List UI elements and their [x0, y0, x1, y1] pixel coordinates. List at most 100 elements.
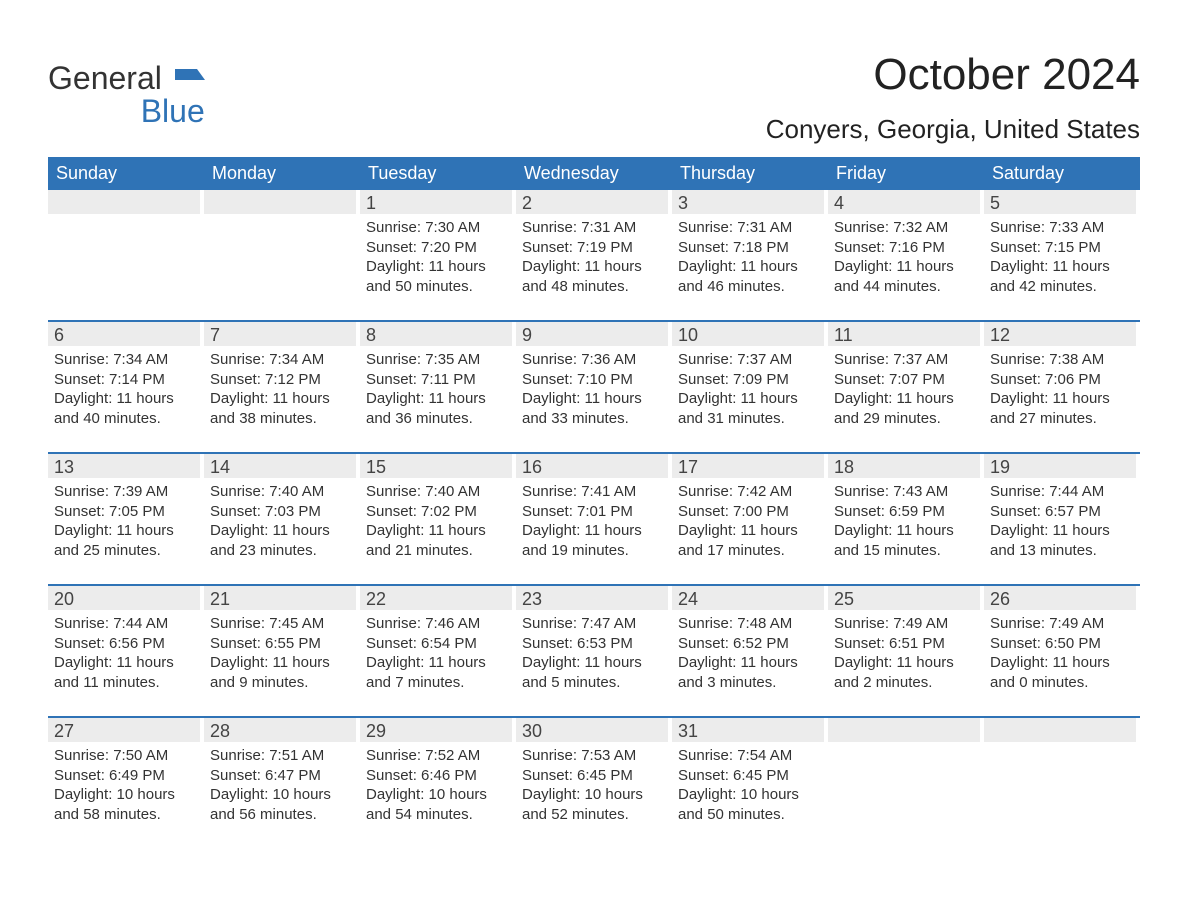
sunrise-line: Sunrise: 7:31 AM: [678, 218, 824, 238]
sunrise-line: Sunrise: 7:31 AM: [522, 218, 668, 238]
day-details: Sunrise: 7:39 AMSunset: 7:05 PMDaylight:…: [48, 482, 200, 560]
day-number: [204, 190, 356, 214]
daylight-line1: Daylight: 11 hours: [678, 257, 824, 277]
week-row: 1Sunrise: 7:30 AMSunset: 7:20 PMDaylight…: [48, 190, 1140, 310]
weekday-header: Saturday: [984, 157, 1140, 190]
day-cell: 3Sunrise: 7:31 AMSunset: 7:18 PMDaylight…: [672, 190, 828, 310]
sunrise-line: Sunrise: 7:40 AM: [210, 482, 356, 502]
daylight-line1: Daylight: 11 hours: [54, 653, 200, 673]
day-details: Sunrise: 7:47 AMSunset: 6:53 PMDaylight:…: [516, 614, 668, 692]
sunset-line: Sunset: 7:06 PM: [990, 370, 1136, 390]
daylight-line1: Daylight: 11 hours: [210, 389, 356, 409]
daylight-line2: and 15 minutes.: [834, 541, 980, 561]
week-row: 13Sunrise: 7:39 AMSunset: 7:05 PMDayligh…: [48, 452, 1140, 574]
day-number: [828, 718, 980, 742]
day-number: 30: [516, 718, 668, 742]
day-number: 24: [672, 586, 824, 610]
daylight-line1: Daylight: 11 hours: [366, 653, 512, 673]
sunrise-line: Sunrise: 7:33 AM: [990, 218, 1136, 238]
daylight-line2: and 46 minutes.: [678, 277, 824, 297]
daylight-line2: and 42 minutes.: [990, 277, 1136, 297]
day-number: 14: [204, 454, 356, 478]
sunset-line: Sunset: 7:10 PM: [522, 370, 668, 390]
sunrise-line: Sunrise: 7:34 AM: [54, 350, 200, 370]
sunrise-line: Sunrise: 7:37 AM: [834, 350, 980, 370]
sunrise-line: Sunrise: 7:39 AM: [54, 482, 200, 502]
sunrise-line: Sunrise: 7:52 AM: [366, 746, 512, 766]
daylight-line1: Daylight: 11 hours: [834, 653, 980, 673]
sunrise-line: Sunrise: 7:46 AM: [366, 614, 512, 634]
day-number: 9: [516, 322, 668, 346]
day-number: 15: [360, 454, 512, 478]
day-cell: 21Sunrise: 7:45 AMSunset: 6:55 PMDayligh…: [204, 586, 360, 706]
sunrise-line: Sunrise: 7:51 AM: [210, 746, 356, 766]
sunrise-line: Sunrise: 7:48 AM: [678, 614, 824, 634]
daylight-line2: and 54 minutes.: [366, 805, 512, 825]
day-cell: 16Sunrise: 7:41 AMSunset: 7:01 PMDayligh…: [516, 454, 672, 574]
sunrise-line: Sunrise: 7:49 AM: [990, 614, 1136, 634]
sunset-line: Sunset: 6:51 PM: [834, 634, 980, 654]
day-number: 20: [48, 586, 200, 610]
daylight-line1: Daylight: 11 hours: [210, 521, 356, 541]
header: General Blue October 2024 Conyers, Georg…: [48, 50, 1140, 145]
weekday-header: Wednesday: [516, 157, 672, 190]
sunset-line: Sunset: 6:52 PM: [678, 634, 824, 654]
sunset-line: Sunset: 7:14 PM: [54, 370, 200, 390]
day-details: Sunrise: 7:53 AMSunset: 6:45 PMDaylight:…: [516, 746, 668, 824]
sunset-line: Sunset: 6:59 PM: [834, 502, 980, 522]
daylight-line1: Daylight: 10 hours: [54, 785, 200, 805]
day-cell: 12Sunrise: 7:38 AMSunset: 7:06 PMDayligh…: [984, 322, 1140, 442]
daylight-line1: Daylight: 10 hours: [366, 785, 512, 805]
day-cell: 23Sunrise: 7:47 AMSunset: 6:53 PMDayligh…: [516, 586, 672, 706]
sunset-line: Sunset: 7:01 PM: [522, 502, 668, 522]
day-cell: [828, 718, 984, 838]
day-cell: 24Sunrise: 7:48 AMSunset: 6:52 PMDayligh…: [672, 586, 828, 706]
day-number: 8: [360, 322, 512, 346]
daylight-line2: and 0 minutes.: [990, 673, 1136, 693]
daylight-line2: and 27 minutes.: [990, 409, 1136, 429]
day-cell: 15Sunrise: 7:40 AMSunset: 7:02 PMDayligh…: [360, 454, 516, 574]
week-row: 27Sunrise: 7:50 AMSunset: 6:49 PMDayligh…: [48, 716, 1140, 838]
sunrise-line: Sunrise: 7:44 AM: [990, 482, 1136, 502]
daylight-line1: Daylight: 11 hours: [366, 389, 512, 409]
day-cell: 18Sunrise: 7:43 AMSunset: 6:59 PMDayligh…: [828, 454, 984, 574]
daylight-line1: Daylight: 11 hours: [678, 521, 824, 541]
day-cell: 19Sunrise: 7:44 AMSunset: 6:57 PMDayligh…: [984, 454, 1140, 574]
sunrise-line: Sunrise: 7:49 AM: [834, 614, 980, 634]
daylight-line1: Daylight: 11 hours: [522, 389, 668, 409]
day-number: 16: [516, 454, 668, 478]
day-details: Sunrise: 7:44 AMSunset: 6:56 PMDaylight:…: [48, 614, 200, 692]
day-details: Sunrise: 7:42 AMSunset: 7:00 PMDaylight:…: [672, 482, 824, 560]
sunset-line: Sunset: 6:57 PM: [990, 502, 1136, 522]
day-cell: 25Sunrise: 7:49 AMSunset: 6:51 PMDayligh…: [828, 586, 984, 706]
day-cell: 7Sunrise: 7:34 AMSunset: 7:12 PMDaylight…: [204, 322, 360, 442]
daylight-line1: Daylight: 11 hours: [834, 389, 980, 409]
day-number: 27: [48, 718, 200, 742]
day-cell: 9Sunrise: 7:36 AMSunset: 7:10 PMDaylight…: [516, 322, 672, 442]
daylight-line2: and 23 minutes.: [210, 541, 356, 561]
daylight-line2: and 7 minutes.: [366, 673, 512, 693]
daylight-line2: and 5 minutes.: [522, 673, 668, 693]
daylight-line1: Daylight: 11 hours: [366, 521, 512, 541]
day-number: [48, 190, 200, 214]
day-cell: [984, 718, 1140, 838]
day-cell: 5Sunrise: 7:33 AMSunset: 7:15 PMDaylight…: [984, 190, 1140, 310]
daylight-line1: Daylight: 11 hours: [522, 521, 668, 541]
daylight-line1: Daylight: 11 hours: [990, 257, 1136, 277]
daylight-line1: Daylight: 10 hours: [678, 785, 824, 805]
daylight-line1: Daylight: 10 hours: [522, 785, 668, 805]
day-number: 19: [984, 454, 1136, 478]
day-details: Sunrise: 7:49 AMSunset: 6:50 PMDaylight:…: [984, 614, 1136, 692]
sunset-line: Sunset: 6:54 PM: [366, 634, 512, 654]
sunrise-line: Sunrise: 7:35 AM: [366, 350, 512, 370]
day-number: 21: [204, 586, 356, 610]
daylight-line1: Daylight: 11 hours: [990, 389, 1136, 409]
day-details: Sunrise: 7:38 AMSunset: 7:06 PMDaylight:…: [984, 350, 1136, 428]
sunset-line: Sunset: 7:18 PM: [678, 238, 824, 258]
sunset-line: Sunset: 6:49 PM: [54, 766, 200, 786]
sunset-line: Sunset: 7:19 PM: [522, 238, 668, 258]
day-number: 18: [828, 454, 980, 478]
daylight-line2: and 29 minutes.: [834, 409, 980, 429]
day-cell: 10Sunrise: 7:37 AMSunset: 7:09 PMDayligh…: [672, 322, 828, 442]
day-number: 11: [828, 322, 980, 346]
